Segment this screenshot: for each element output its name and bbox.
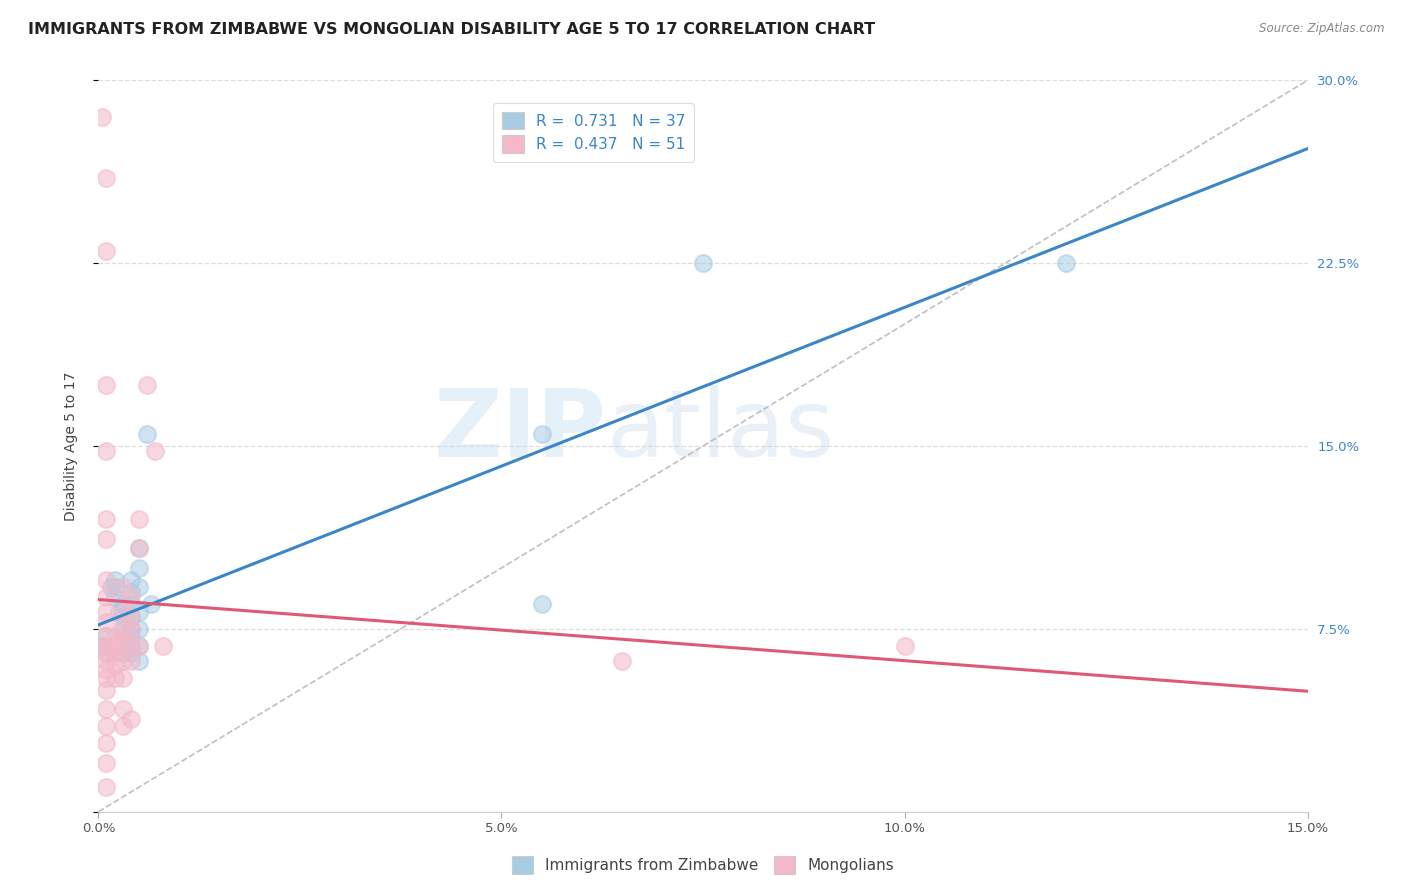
Text: IMMIGRANTS FROM ZIMBABWE VS MONGOLIAN DISABILITY AGE 5 TO 17 CORRELATION CHART: IMMIGRANTS FROM ZIMBABWE VS MONGOLIAN DI… [28, 22, 876, 37]
Point [96, 682, 118, 697]
Point [111, 605, 134, 619]
Point [96, 663, 118, 677]
Point [96, 736, 118, 750]
Point [120, 573, 142, 587]
Point [111, 622, 134, 636]
Point [96, 443, 118, 458]
Point [120, 646, 142, 660]
Point [128, 512, 150, 526]
Point [103, 658, 125, 673]
Point [96, 756, 118, 770]
Point [111, 654, 134, 668]
Legend: R =  0.731   N = 37, R =  0.437   N = 51: R = 0.731 N = 37, R = 0.437 N = 51 [494, 103, 695, 162]
Point [128, 605, 150, 619]
Point [96, 629, 118, 643]
Point [111, 634, 134, 648]
Point [120, 590, 142, 604]
Point [103, 629, 125, 643]
Point [111, 646, 134, 660]
Point [100, 639, 122, 653]
Point [120, 639, 142, 653]
Text: ZIP: ZIP [433, 385, 606, 477]
Point [111, 639, 134, 653]
Point [96, 590, 118, 604]
Point [120, 622, 142, 636]
Point [96, 719, 118, 733]
Point [96, 639, 118, 653]
Point [96, 702, 118, 716]
Point [143, 443, 166, 458]
Point [111, 598, 134, 612]
Point [115, 639, 138, 653]
Text: atlas: atlas [606, 385, 835, 477]
Point [139, 598, 162, 612]
Point [128, 541, 150, 556]
Point [96, 639, 118, 653]
Point [96, 378, 118, 392]
Point [96, 170, 118, 185]
Point [152, 639, 174, 653]
Point [120, 639, 142, 653]
Point [111, 629, 134, 643]
Point [120, 585, 142, 599]
Point [128, 639, 150, 653]
Point [96, 780, 118, 795]
Point [128, 561, 150, 575]
Point [103, 671, 125, 685]
Point [128, 622, 150, 636]
Point [135, 426, 157, 441]
Point [120, 712, 142, 726]
Point [128, 654, 150, 668]
Point [96, 646, 118, 660]
Point [120, 598, 142, 612]
Point [96, 244, 118, 258]
Point [91, 639, 114, 653]
Point [96, 615, 118, 629]
Point [111, 702, 134, 716]
Point [96, 671, 118, 685]
Point [893, 639, 915, 653]
Point [96, 532, 118, 546]
Point [1054, 256, 1077, 270]
Point [96, 646, 118, 660]
Point [120, 654, 142, 668]
Point [96, 605, 118, 619]
Text: Source: ZipAtlas.com: Source: ZipAtlas.com [1260, 22, 1385, 36]
Point [100, 581, 122, 595]
Point [103, 581, 125, 595]
Point [103, 646, 125, 660]
Point [120, 629, 142, 643]
Point [111, 581, 134, 595]
Point [128, 541, 150, 556]
Point [111, 609, 134, 624]
Point [120, 609, 142, 624]
Point [120, 609, 142, 624]
Point [128, 581, 150, 595]
Point [103, 590, 125, 604]
Point [135, 378, 157, 392]
Point [120, 622, 142, 636]
Point [96, 654, 118, 668]
Point [128, 639, 150, 653]
Legend: Immigrants from Zimbabwe, Mongolians: Immigrants from Zimbabwe, Mongolians [506, 850, 900, 880]
Point [103, 573, 125, 587]
Point [91, 110, 114, 124]
Point [530, 598, 553, 612]
Point [111, 671, 134, 685]
Point [111, 622, 134, 636]
Point [530, 426, 553, 441]
Point [692, 256, 714, 270]
Point [96, 573, 118, 587]
Y-axis label: Disability Age 5 to 17: Disability Age 5 to 17 [63, 371, 77, 521]
Point [107, 639, 129, 653]
Point [111, 719, 134, 733]
Point [96, 629, 118, 643]
Point [612, 654, 634, 668]
Point [96, 512, 118, 526]
Point [107, 605, 129, 619]
